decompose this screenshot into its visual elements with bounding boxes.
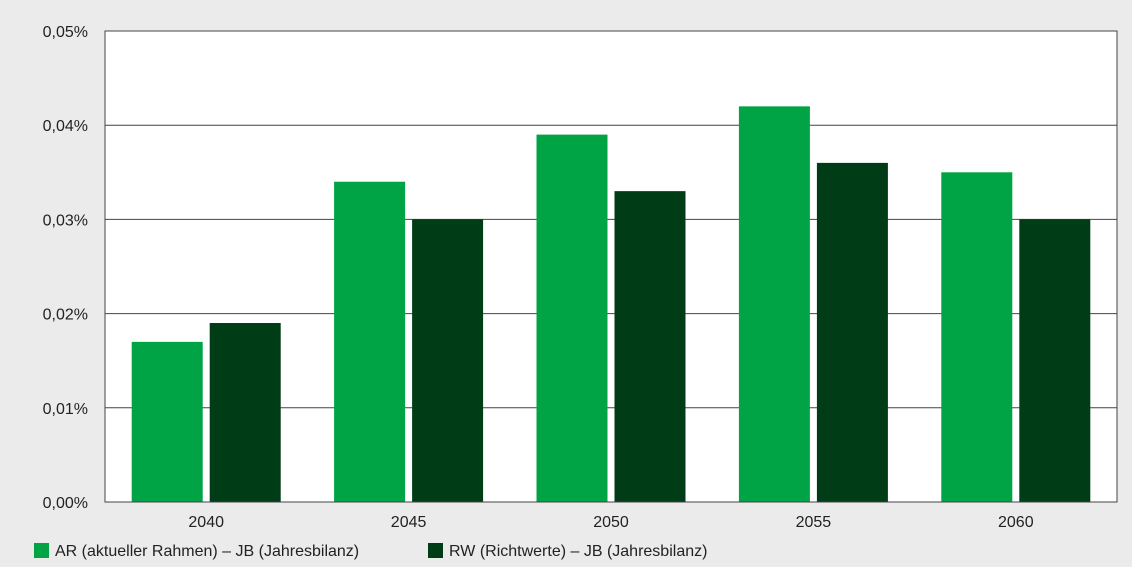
- x-tick-label: 2045: [391, 514, 427, 531]
- x-tick-label: 2050: [593, 514, 629, 531]
- y-tick-label: 0,04%: [43, 118, 88, 135]
- y-tick-label: 0,05%: [43, 24, 88, 41]
- y-tick-label: 0,00%: [43, 495, 88, 512]
- bar: [941, 172, 1013, 503]
- bar: [334, 181, 406, 502]
- legend-swatch: [34, 543, 49, 558]
- bar: [816, 162, 888, 502]
- y-tick-label: 0,01%: [43, 401, 88, 418]
- bar: [1019, 219, 1091, 502]
- bar: [131, 341, 203, 502]
- legend-swatch: [428, 543, 443, 558]
- x-axis-ticks: 2040 2045 2050 2055 2060: [188, 514, 1033, 531]
- legend-label: RW (Richtwerte) – JB (Jahresbilanz): [449, 543, 707, 560]
- bar: [536, 134, 608, 502]
- bar: [209, 323, 281, 502]
- legend-label: AR (aktueller Rahmen) – JB (Jahresbilanz…: [55, 543, 359, 560]
- y-tick-label: 0,03%: [43, 212, 88, 229]
- y-axis-ticks: 0,00% 0,01% 0,02% 0,03% 0,04% 0,05%: [43, 24, 88, 512]
- legend: AR (aktueller Rahmen) – JB (Jahresbilanz…: [34, 543, 707, 560]
- x-tick-label: 2060: [998, 514, 1034, 531]
- y-tick-label: 0,02%: [43, 307, 88, 324]
- bars: [131, 106, 1091, 503]
- bar: [614, 191, 686, 502]
- x-tick-label: 2040: [188, 514, 224, 531]
- bar: [738, 106, 810, 503]
- plot-frame: [104, 30, 1118, 503]
- x-tick-label: 2055: [796, 514, 832, 531]
- bar: [412, 219, 484, 502]
